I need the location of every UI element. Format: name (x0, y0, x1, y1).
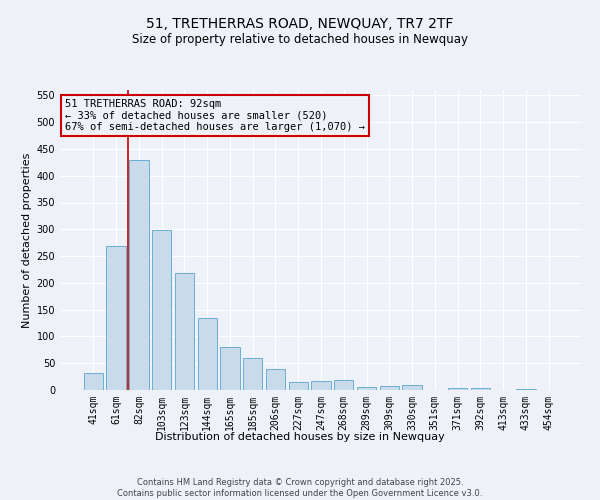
Text: Distribution of detached houses by size in Newquay: Distribution of detached houses by size … (155, 432, 445, 442)
Bar (106, 246, 126, 390)
Bar (175, 273, 194, 390)
Bar (266, 368, 285, 390)
Bar (334, 380, 353, 390)
Bar (357, 388, 376, 390)
Bar (311, 381, 331, 390)
Bar (403, 385, 422, 390)
Bar (129, 160, 149, 390)
Bar (220, 347, 239, 390)
Bar (243, 358, 262, 390)
Bar (197, 318, 217, 390)
Bar (470, 388, 490, 390)
Text: Contains HM Land Registry data © Crown copyright and database right 2025.
Contai: Contains HM Land Registry data © Crown c… (118, 478, 482, 498)
Bar (289, 382, 308, 390)
Text: 51 TRETHERRAS ROAD: 92sqm
← 33% of detached houses are smaller (520)
67% of semi: 51 TRETHERRAS ROAD: 92sqm ← 33% of detac… (65, 99, 365, 132)
Bar (448, 388, 467, 390)
Y-axis label: Number of detached properties: Number of detached properties (22, 152, 32, 328)
Bar (380, 386, 399, 390)
Text: Size of property relative to detached houses in Newquay: Size of property relative to detached ho… (132, 32, 468, 46)
Text: 51, TRETHERRAS ROAD, NEWQUAY, TR7 2TF: 51, TRETHERRAS ROAD, NEWQUAY, TR7 2TF (146, 18, 454, 32)
Bar (84, 373, 103, 390)
Bar (152, 230, 172, 390)
